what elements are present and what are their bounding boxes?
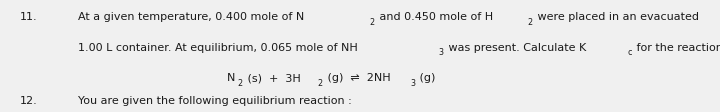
Text: (g): (g) [416,73,436,83]
Text: and 0.450 mole of H: and 0.450 mole of H [377,12,493,22]
Text: c: c [627,48,632,57]
Text: 12.: 12. [20,95,38,105]
Text: 3: 3 [410,78,415,87]
Text: were placed in an evacuated: were placed in an evacuated [534,12,699,22]
Text: 2: 2 [318,78,323,87]
Text: 3: 3 [438,48,444,57]
Text: At a given temperature, 0.400 mole of N: At a given temperature, 0.400 mole of N [78,12,304,22]
Text: 2: 2 [238,78,243,87]
Text: 2: 2 [369,18,375,27]
Text: N: N [227,73,235,83]
Text: was present. Calculate K: was present. Calculate K [445,42,586,52]
Text: 1.00 L container. At equilibrium, 0.065 mole of NH: 1.00 L container. At equilibrium, 0.065 … [78,42,358,52]
Text: 11.: 11. [20,12,37,22]
Text: 2: 2 [528,18,533,27]
Text: (g)  ⇌  2NH: (g) ⇌ 2NH [324,73,391,83]
Text: (s)  +  3H: (s) + 3H [244,73,301,83]
Text: for the reaction.: for the reaction. [634,42,720,52]
Text: You are given the following equilibrium reaction :: You are given the following equilibrium … [78,95,351,105]
